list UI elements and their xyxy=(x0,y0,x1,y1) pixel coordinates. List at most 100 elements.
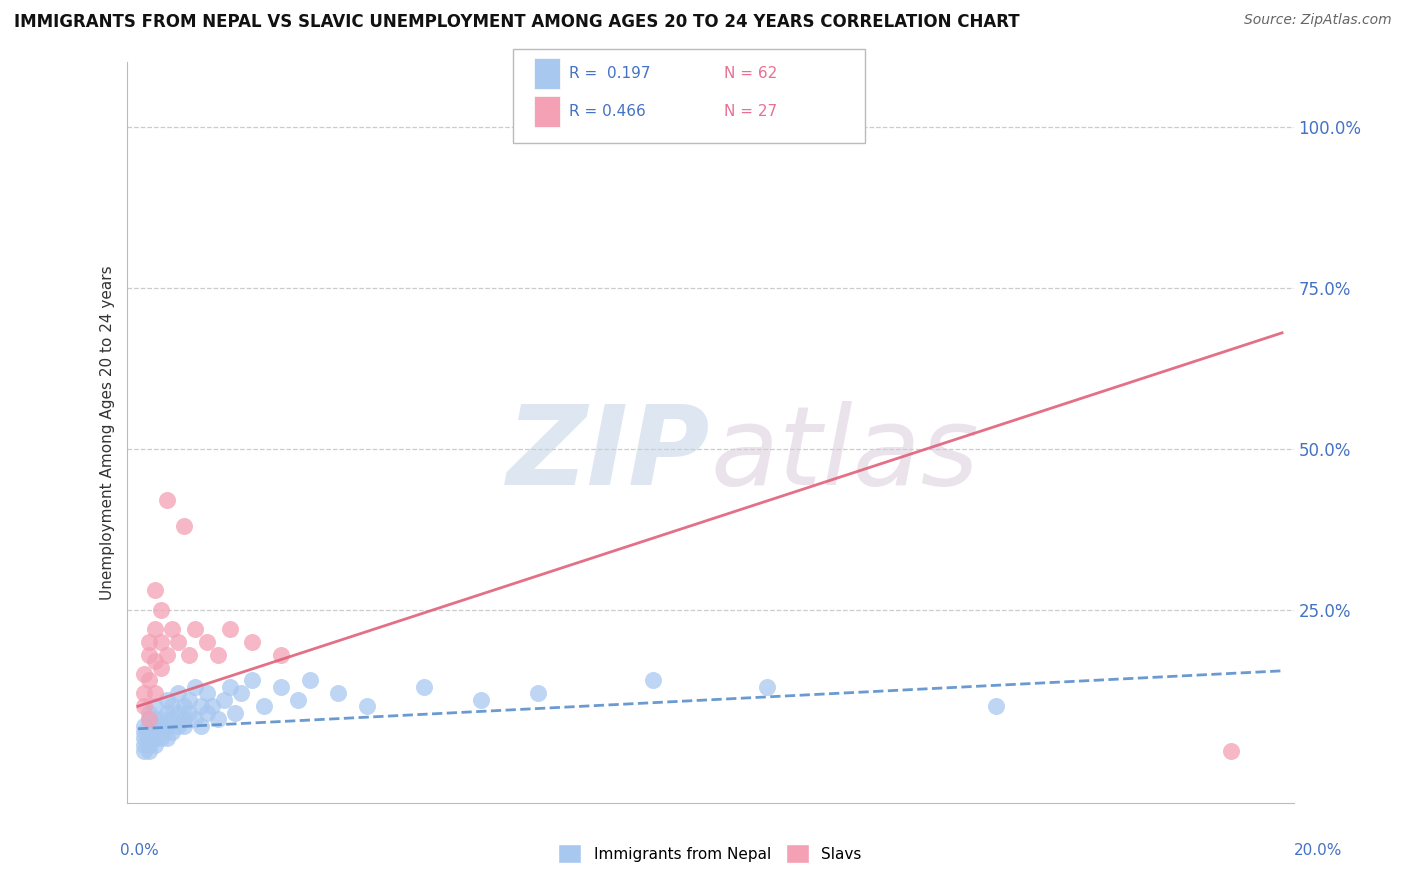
Point xyxy=(229,686,252,700)
Y-axis label: Unemployment Among Ages 20 to 24 years: Unemployment Among Ages 20 to 24 years xyxy=(100,265,115,600)
Point xyxy=(132,699,155,714)
Point xyxy=(356,699,378,714)
Point xyxy=(155,493,177,508)
Point xyxy=(218,680,240,694)
Point xyxy=(149,660,172,674)
Point xyxy=(470,693,492,707)
Point xyxy=(132,725,155,739)
Point xyxy=(143,699,166,714)
Point xyxy=(149,712,172,726)
Point xyxy=(242,673,264,688)
Point xyxy=(138,673,160,688)
Point xyxy=(167,718,190,732)
Point xyxy=(149,725,172,739)
Point xyxy=(207,648,229,662)
Point xyxy=(184,622,207,636)
Point xyxy=(162,725,184,739)
Point xyxy=(756,680,779,694)
Point xyxy=(138,738,160,752)
Point xyxy=(641,673,664,688)
Point xyxy=(195,635,218,649)
Point xyxy=(201,699,224,714)
Point xyxy=(143,712,166,726)
Point xyxy=(328,686,350,700)
Point xyxy=(143,583,166,598)
Point xyxy=(138,718,160,732)
Point xyxy=(195,686,218,700)
Point xyxy=(162,699,184,714)
Point xyxy=(270,680,292,694)
Text: R = 0.466: R = 0.466 xyxy=(569,104,647,120)
Point xyxy=(149,731,172,746)
Point xyxy=(413,680,436,694)
Point xyxy=(138,648,160,662)
Text: 0.0%: 0.0% xyxy=(120,843,159,858)
Point xyxy=(132,744,155,758)
Text: IMMIGRANTS FROM NEPAL VS SLAVIC UNEMPLOYMENT AMONG AGES 20 TO 24 YEARS CORRELATI: IMMIGRANTS FROM NEPAL VS SLAVIC UNEMPLOY… xyxy=(14,13,1019,31)
Point xyxy=(207,712,229,726)
Point xyxy=(173,699,195,714)
Point xyxy=(184,712,207,726)
Point xyxy=(132,667,155,681)
Point xyxy=(167,706,190,720)
Point xyxy=(143,725,166,739)
Point xyxy=(179,706,201,720)
Point xyxy=(138,635,160,649)
Point xyxy=(143,686,166,700)
Text: 20.0%: 20.0% xyxy=(1295,843,1343,858)
Point xyxy=(138,706,160,720)
Point xyxy=(149,602,172,616)
Point xyxy=(242,635,264,649)
Point xyxy=(149,635,172,649)
Point xyxy=(138,731,160,746)
Text: N = 27: N = 27 xyxy=(724,104,778,120)
Point xyxy=(179,693,201,707)
Point xyxy=(155,693,177,707)
Point xyxy=(190,718,212,732)
Point xyxy=(138,712,160,726)
Point xyxy=(218,622,240,636)
Point xyxy=(1219,744,1241,758)
Text: R =  0.197: R = 0.197 xyxy=(569,66,651,81)
Point xyxy=(190,699,212,714)
Point xyxy=(138,725,160,739)
Point xyxy=(162,712,184,726)
Point xyxy=(195,706,218,720)
Point xyxy=(179,648,201,662)
Point xyxy=(184,680,207,694)
Point xyxy=(143,654,166,668)
Point xyxy=(143,622,166,636)
Text: N = 62: N = 62 xyxy=(724,66,778,81)
Point xyxy=(527,686,550,700)
Point xyxy=(173,718,195,732)
Legend: Immigrants from Nepal, Slavs: Immigrants from Nepal, Slavs xyxy=(553,838,868,869)
Point xyxy=(143,738,166,752)
Point xyxy=(173,712,195,726)
Point xyxy=(167,635,190,649)
Point xyxy=(132,686,155,700)
Point xyxy=(287,693,309,707)
Point xyxy=(984,699,1007,714)
Point xyxy=(155,718,177,732)
Point xyxy=(138,712,160,726)
Point xyxy=(132,738,155,752)
Point xyxy=(173,519,195,533)
Point xyxy=(138,744,160,758)
Point xyxy=(155,731,177,746)
Point xyxy=(132,731,155,746)
Point xyxy=(149,718,172,732)
Text: atlas: atlas xyxy=(710,401,979,508)
Point xyxy=(162,622,184,636)
Point xyxy=(224,706,246,720)
Point xyxy=(143,731,166,746)
Point xyxy=(270,648,292,662)
Text: Source: ZipAtlas.com: Source: ZipAtlas.com xyxy=(1244,13,1392,28)
Point xyxy=(132,718,155,732)
Point xyxy=(212,693,235,707)
Point xyxy=(298,673,321,688)
Point xyxy=(155,648,177,662)
Text: ZIP: ZIP xyxy=(506,401,710,508)
Point xyxy=(155,706,177,720)
Point xyxy=(253,699,276,714)
Point xyxy=(143,718,166,732)
